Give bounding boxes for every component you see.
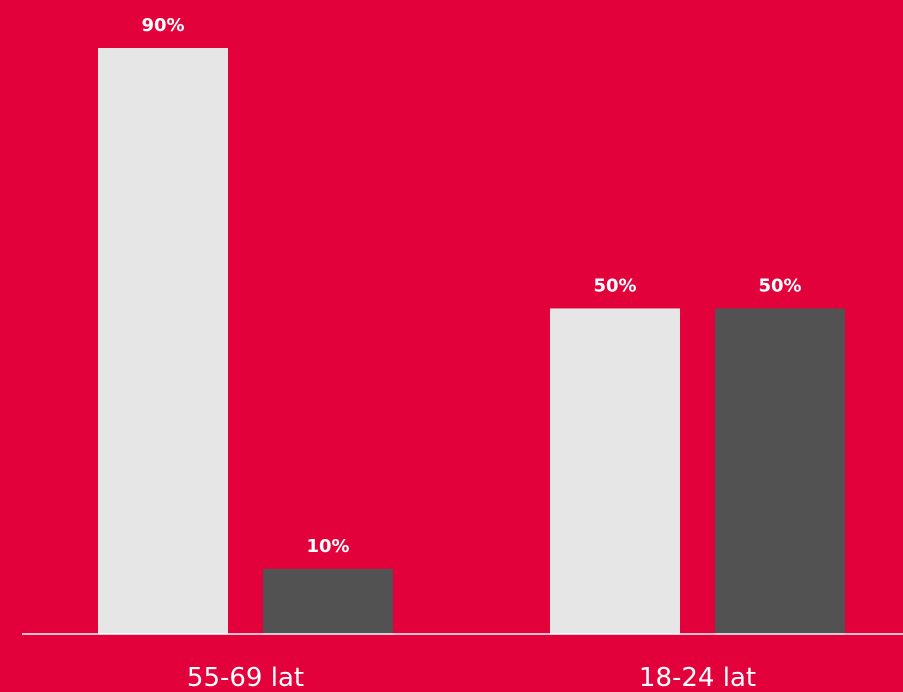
bar-2-2 — [715, 308, 845, 634]
bar-1-1 — [98, 48, 228, 634]
bar-1-2 — [263, 568, 393, 634]
category-label-1: 55-69 lat — [187, 663, 304, 692]
bars-group — [98, 48, 845, 634]
value-label-2-1: 50% — [593, 275, 636, 296]
value-label-1-1: 90% — [141, 15, 184, 36]
value-label-1-2: 10% — [306, 536, 349, 557]
value-label-2-2: 50% — [758, 275, 801, 296]
value-labels-group: 90% 10% 50% 50% — [141, 15, 801, 557]
bar-2-1 — [550, 308, 680, 634]
category-labels-group: 55-69 lat 18-24 lat — [187, 663, 756, 692]
category-label-2: 18-24 lat — [639, 663, 756, 692]
